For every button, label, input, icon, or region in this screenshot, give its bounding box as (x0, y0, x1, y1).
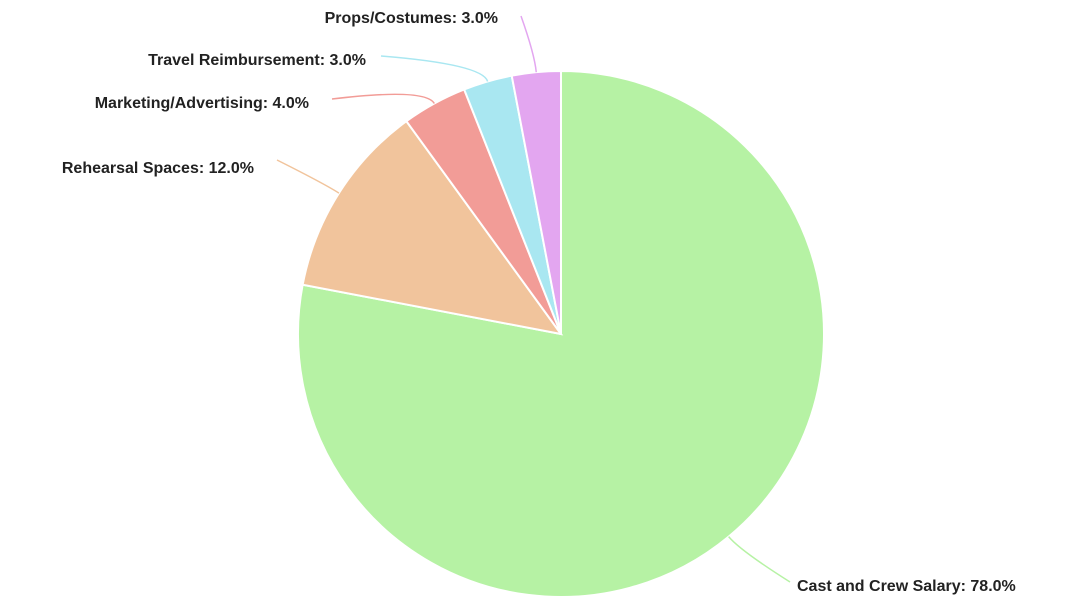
leader-lines-layer (276, 15, 791, 583)
pie-slice-rehearsal-spaces (301, 119, 564, 336)
leader-line-travel-reimbursement (380, 55, 489, 82)
leader-line-props-costumes (520, 15, 537, 73)
leader-line-cast-and-crew-salary (728, 536, 791, 583)
slice-label-travel-reimbursement: Travel Reimbursement: 3.0% (148, 52, 366, 69)
slice-label-rehearsal-spaces: Rehearsal Spaces: 12.0% (62, 160, 254, 177)
slice-label-props-costumes: Props/Costumes: 3.0% (325, 10, 498, 27)
leader-line-rehearsal-spaces (276, 159, 340, 194)
labels-layer: Cast and Crew Salary: 78.0% Rehearsal Sp… (62, 10, 1016, 595)
slice-label-cast-and-crew-salary: Cast and Crew Salary: 78.0% (797, 578, 1016, 595)
slice-label-marketing-advertising: Marketing/Advertising: 4.0% (95, 95, 309, 112)
leader-line-marketing-advertising (331, 93, 435, 104)
slices-layer (297, 69, 825, 598)
